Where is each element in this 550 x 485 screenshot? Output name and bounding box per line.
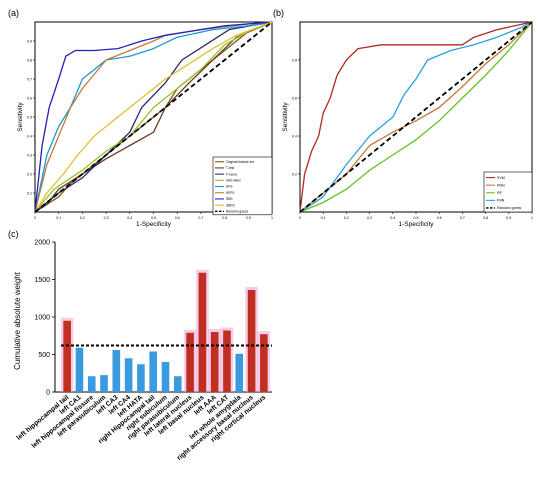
y-tick-label: 0 [46, 390, 50, 397]
legend-label: F-score [226, 172, 237, 176]
bar [100, 375, 108, 392]
x-tick-label: 1 [271, 216, 273, 220]
bar [247, 290, 256, 392]
x-tick-label: 0.5 [414, 216, 419, 220]
x-tick-label: 0 [34, 216, 36, 220]
legend-label: SFFS [226, 191, 235, 195]
roc-series-3 [299, 21, 533, 213]
x-tick-label: 0.2 [80, 216, 85, 220]
legend-label: Random guess [497, 206, 521, 210]
roc-series-0 [299, 21, 533, 213]
roc-series-2 [299, 21, 533, 213]
x-tick-label: 0.3 [104, 216, 109, 220]
y-tick-label: 1000 [34, 315, 50, 322]
bar [235, 353, 244, 392]
bar [75, 347, 84, 392]
legend-label: RF [497, 191, 503, 195]
roc-series-1 [34, 21, 273, 213]
y-tick-label: 2000 [34, 240, 50, 247]
y-tick-label: 0.6 [292, 96, 297, 100]
bar [149, 351, 158, 392]
x-tick-label: 0.4 [390, 216, 395, 220]
roc-series-4 [299, 21, 533, 213]
legend-label: FNN [497, 199, 505, 203]
x-tick-label: 0.8 [483, 216, 488, 220]
y-tick-label: 0.5 [27, 115, 32, 119]
bar [112, 350, 121, 392]
y-tick-label: 0.3 [27, 153, 32, 157]
legend-label: KNN [497, 183, 505, 187]
y-tick-label: 0.6 [27, 96, 32, 100]
y-tick-label: 0.1 [27, 191, 32, 195]
legend-label: Random guess [226, 210, 249, 214]
x-tick-label: 0.2 [344, 216, 349, 220]
roc-series-8 [34, 21, 273, 213]
bar [124, 358, 133, 392]
panel-label: (a) [8, 8, 19, 18]
x-axis-label: 1-Specificity [398, 221, 434, 228]
legend-label: Original feature set [226, 160, 254, 164]
bar [260, 334, 268, 392]
roc-series-6 [34, 21, 273, 213]
panel-label: (b) [273, 8, 284, 18]
y-tick-label: 0.2 [27, 172, 32, 176]
x-tick-label: 0.9 [506, 216, 511, 220]
x-tick-label: 0.8 [222, 216, 227, 220]
bar [198, 272, 207, 392]
bar [137, 364, 145, 392]
legend-box [483, 171, 533, 213]
legend-label: SFS [226, 185, 233, 189]
y-axis-label: Cumulative absolute weight [13, 271, 22, 370]
x-tick-label: 1 [531, 216, 533, 220]
y-tick-label: 1500 [34, 277, 50, 284]
x-tick-label: 0.6 [437, 216, 442, 220]
x-axis-label: 1-Specificity [136, 221, 172, 228]
y-tick-label: 0.4 [27, 134, 32, 138]
panel-label: (c) [8, 229, 19, 239]
roc-series-3 [34, 21, 273, 213]
y-tick-label: 0.8 [292, 58, 297, 62]
bar [186, 332, 194, 392]
y-tick-label: 0.2 [292, 172, 297, 176]
y-tick-label: 0.9 [27, 39, 32, 43]
legend-label: SBS [226, 197, 233, 201]
x-tick-label: 0 [299, 216, 301, 220]
roc-series-7 [34, 21, 273, 213]
legend-box [212, 156, 273, 216]
bar [161, 362, 170, 392]
x-tick-label: 0.9 [246, 216, 251, 220]
y-axis-label: Sensitivity [17, 102, 24, 132]
bar [223, 330, 231, 392]
legend-label: Gini-index [226, 179, 241, 183]
roc-series-2 [34, 21, 273, 213]
legend-label: SVM [497, 176, 505, 180]
y-tick-label: 0.4 [292, 134, 297, 138]
x-tick-label: 0.5 [151, 216, 156, 220]
y-tick-label: 500 [38, 352, 50, 359]
bar [173, 376, 182, 392]
y-tick-label: 0.7 [27, 77, 32, 81]
bar [210, 332, 219, 392]
x-tick-label: 0.6 [175, 216, 180, 220]
x-tick-label: 0.7 [198, 216, 203, 220]
bar [87, 376, 96, 392]
y-tick-label: 0.8 [27, 58, 32, 62]
bar [63, 320, 71, 392]
x-tick-label: 0.1 [321, 216, 326, 220]
x-tick-label: 0.7 [460, 216, 465, 220]
x-tick-label: 0.1 [56, 216, 61, 220]
x-tick-label: 0.3 [367, 216, 372, 220]
y-axis-label: Sensitivity [282, 102, 289, 132]
legend-label: T-test [226, 166, 234, 170]
legend-label: SBFS [226, 203, 235, 207]
x-tick-label: 0.4 [127, 216, 132, 220]
